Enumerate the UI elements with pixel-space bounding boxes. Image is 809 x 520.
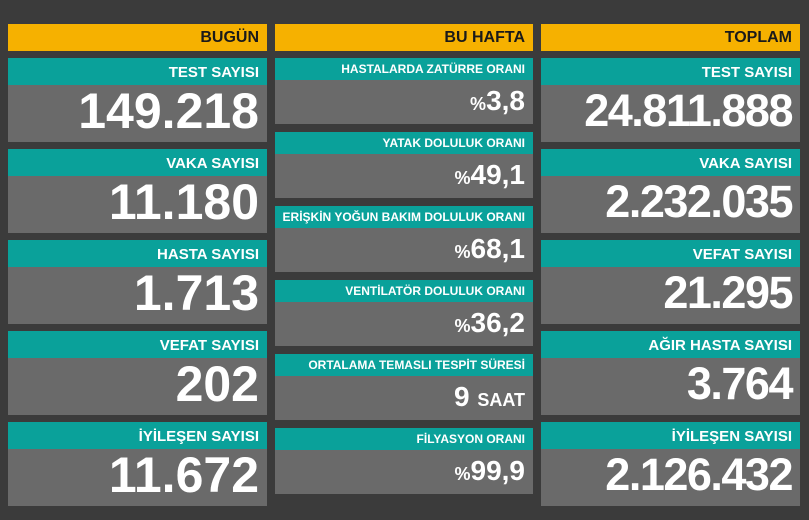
value-number: 99,9	[470, 455, 526, 486]
stat-label: İYİLEŞEN SAYISI	[541, 422, 800, 449]
stat-label: YATAK DOLULUK ORANI	[275, 132, 533, 154]
value-number: 36,2	[470, 307, 526, 338]
stat-value: %68,1	[275, 228, 533, 273]
stat-value: 21.295	[541, 267, 800, 319]
stat-card: ORTALAMA TEMASLI TESPİT SÜRESİ 9 SAAT	[275, 354, 533, 420]
value-number: 2.232.035	[605, 176, 793, 227]
stat-card: TEST SAYISI 24.811.888	[541, 58, 800, 142]
stat-card: İYİLEŞEN SAYISI 11.672	[8, 422, 267, 506]
stat-card: HASTA SAYISI 1.713	[8, 240, 267, 324]
stat-value: 149.218	[8, 85, 267, 137]
value-number: 149.218	[78, 83, 259, 139]
stat-label: AĞIR HASTA SAYISI	[541, 331, 800, 358]
stat-label: VAKA SAYISI	[8, 149, 267, 176]
stat-label: İYİLEŞEN SAYISI	[8, 422, 267, 449]
stat-value: 9 SAAT	[275, 376, 533, 421]
column: BU HAFTA HASTALARDA ZATÜRRE ORANI %3,8 YATA…	[275, 24, 533, 514]
value-number: 24.811.888	[584, 85, 793, 136]
value-unit: SAAT	[477, 390, 525, 410]
stat-value: 1.713	[8, 267, 267, 319]
stat-value: 11.180	[8, 176, 267, 228]
stat-card: VEFAT SAYISI 202	[8, 331, 267, 415]
value-number: 49,1	[470, 159, 526, 190]
value-number: 3.764	[686, 358, 794, 409]
stat-label: FİLYASYON ORANI	[275, 428, 533, 450]
value-prefix: %	[454, 242, 471, 262]
stat-label: VEFAT SAYISI	[541, 240, 800, 267]
value-number: 9	[453, 381, 470, 412]
value-prefix: %	[470, 94, 487, 114]
value-prefix: %	[454, 316, 471, 336]
stat-label: VEFAT SAYISI	[8, 331, 267, 358]
stat-label: ERİŞKİN YOĞUN BAKIM DOLULUK ORANI	[275, 206, 533, 228]
value-number: 68,1	[470, 233, 526, 264]
column-title: BUGÜN	[8, 24, 267, 51]
stat-card: VAKA SAYISI 2.232.035	[541, 149, 800, 233]
value-number: 11.180	[108, 174, 259, 230]
stat-value: %99,9	[275, 450, 533, 495]
value-number: 2.126.432	[605, 449, 793, 500]
stat-card: İYİLEŞEN SAYISI 2.126.432	[541, 422, 800, 506]
stat-card: TEST SAYISI 149.218	[8, 58, 267, 142]
stat-card: AĞIR HASTA SAYISI 3.764	[541, 331, 800, 415]
column: BUGÜN TEST SAYISI 149.218 VAKA SAYISI 11.180…	[8, 24, 267, 514]
stat-value: 11.672	[8, 449, 267, 501]
column-title: TOPLAM	[541, 24, 800, 51]
value-number: 202	[175, 356, 259, 412]
stat-label: HASTA SAYISI	[8, 240, 267, 267]
value-number: 21.295	[663, 267, 793, 318]
value-number: 1.713	[133, 265, 259, 321]
value-number: 11.672	[108, 447, 259, 503]
value-number: 3,8	[486, 85, 525, 116]
stat-card: ERİŞKİN YOĞUN BAKIM DOLULUK ORANI %68,1	[275, 206, 533, 272]
stat-label: VAKA SAYISI	[541, 149, 800, 176]
stat-value: 2.126.432	[541, 449, 800, 501]
stat-value: %36,2	[275, 302, 533, 347]
column-title: BU HAFTA	[275, 24, 533, 51]
stat-card: HASTALARDA ZATÜRRE ORANI %3,8	[275, 58, 533, 124]
stat-label: TEST SAYISI	[8, 58, 267, 85]
stat-card: VAKA SAYISI 11.180	[8, 149, 267, 233]
column: TOPLAM TEST SAYISI 24.811.888 VAKA SAYISI 2.…	[541, 24, 800, 514]
stat-label: HASTALARDA ZATÜRRE ORANI	[275, 58, 533, 80]
stat-card: VEFAT SAYISI 21.295	[541, 240, 800, 324]
stat-label: VENTİLATÖR DOLULUK ORANI	[275, 280, 533, 302]
stat-card: VENTİLATÖR DOLULUK ORANI %36,2	[275, 280, 533, 346]
stat-value: 24.811.888	[541, 85, 800, 137]
stat-value: %3,8	[275, 80, 533, 125]
stat-value: 202	[8, 358, 267, 410]
stat-value: 3.764	[541, 358, 800, 410]
stat-label: TEST SAYISI	[541, 58, 800, 85]
stat-value: %49,1	[275, 154, 533, 199]
stat-card: YATAK DOLULUK ORANI %49,1	[275, 132, 533, 198]
stat-label: ORTALAMA TEMASLI TESPİT SÜRESİ	[275, 354, 533, 376]
stat-card: FİLYASYON ORANI %99,9	[275, 428, 533, 494]
stat-value: 2.232.035	[541, 176, 800, 228]
value-prefix: %	[454, 168, 471, 188]
value-prefix: %	[454, 464, 471, 484]
